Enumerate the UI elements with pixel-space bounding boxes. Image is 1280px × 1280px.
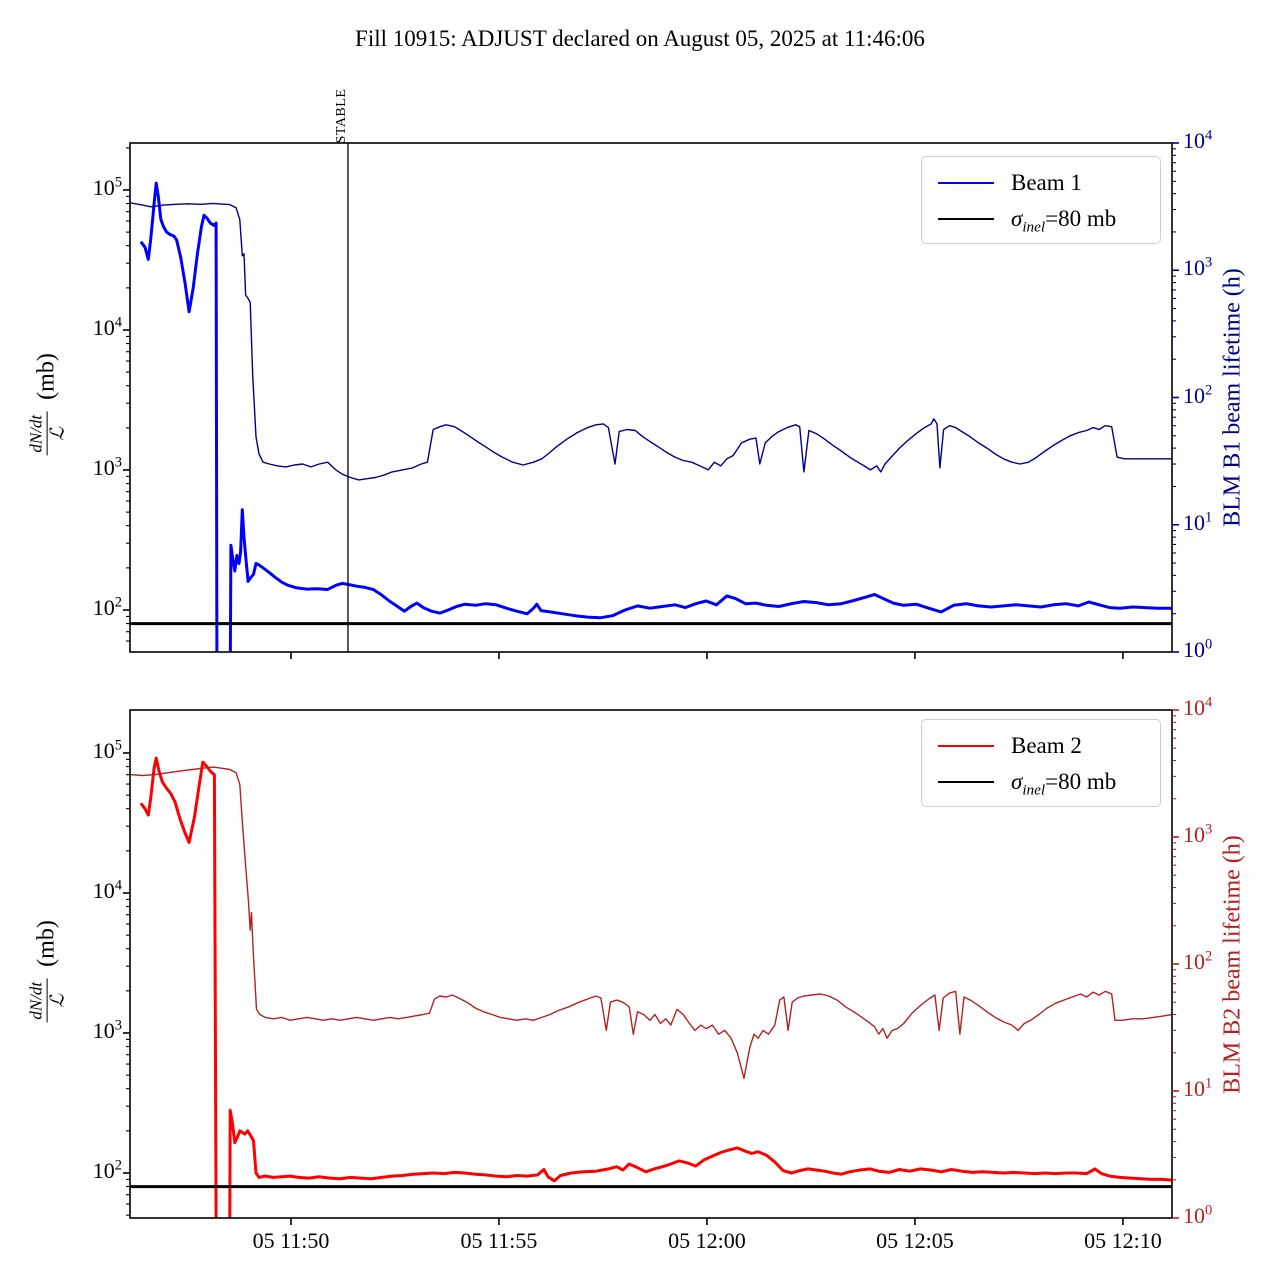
x-tick-label: 05 12:05 bbox=[876, 1228, 954, 1253]
beam2-line-swatch bbox=[938, 745, 994, 747]
y-tick-label-right: 101 bbox=[1183, 509, 1213, 535]
y-tick-label-right: 101 bbox=[1183, 1075, 1213, 1101]
legend-item-beam1: Beam 1 bbox=[938, 165, 1160, 201]
y-tick-label-right: 104 bbox=[1183, 127, 1213, 153]
y-tick-label-right: 103 bbox=[1183, 821, 1213, 847]
y-tick-label-left: 104 bbox=[92, 877, 122, 903]
y-tick-label-left: 105 bbox=[92, 174, 122, 200]
legend-label: Beam 1 bbox=[1011, 170, 1082, 195]
legend-label: Beam 2 bbox=[1011, 733, 1082, 758]
beam1-panel-curves bbox=[130, 181, 1172, 652]
y-tick-label-left: 105 bbox=[92, 737, 122, 763]
legend-item-sigma: σinel=80 mb bbox=[938, 201, 1160, 237]
legend-item-beam2: Beam 2 bbox=[938, 728, 1160, 764]
sigma-line-swatch bbox=[938, 218, 994, 220]
y-axis-label-bottom-right: BLM B2 beam lifetime (h) bbox=[1219, 835, 1246, 1094]
legend-label: σinel=80 mb bbox=[1011, 206, 1117, 236]
x-tick-label: 05 12:10 bbox=[1084, 1228, 1162, 1253]
beam1-line-swatch bbox=[938, 182, 994, 184]
blm-b1-beam-lifetime-curve bbox=[130, 202, 1172, 481]
y-tick-label-right: 102 bbox=[1183, 382, 1213, 408]
legend-beam2: Beam 2 σinel=80 mb bbox=[921, 719, 1161, 807]
blm-b2-beam-lifetime-curve bbox=[130, 766, 1172, 1080]
legend-beam1: Beam 1 σinel=80 mb bbox=[921, 156, 1161, 244]
y-tick-label-left: 104 bbox=[92, 314, 122, 340]
x-tick-label: 05 11:55 bbox=[460, 1228, 538, 1253]
beam-2-curve bbox=[140, 756, 1172, 1218]
y-tick-label-left: 103 bbox=[92, 1017, 122, 1043]
y-tick-label-right: 100 bbox=[1183, 1202, 1213, 1228]
y-axis-label-top-right: BLM B1 beam lifetime (h) bbox=[1219, 268, 1246, 527]
y-tick-label-right: 103 bbox=[1183, 254, 1213, 281]
figure-title: Fill 10915: ADJUST declared on August 05… bbox=[355, 26, 925, 51]
y-tick-label-right: 104 bbox=[1183, 694, 1213, 720]
beam-1-curve bbox=[140, 181, 1172, 652]
y-tick-label-left: 103 bbox=[92, 454, 122, 480]
legend-label: σinel=80 mb bbox=[1011, 769, 1117, 799]
fraction-dndt-over-lumi: dN/dt ℒ bbox=[27, 411, 68, 456]
stable-annotation: STABLE bbox=[334, 88, 349, 144]
y-tick-label-left: 102 bbox=[92, 594, 122, 620]
sigma-line-swatch bbox=[938, 781, 994, 783]
legend-item-sigma: σinel=80 mb bbox=[938, 764, 1160, 800]
y-tick-label-left: 102 bbox=[92, 1157, 122, 1183]
fraction-dndt-over-lumi: dN/dt ℒ bbox=[27, 978, 68, 1023]
x-tick-label: 05 11:50 bbox=[252, 1228, 330, 1253]
beam2-panel-curves bbox=[130, 756, 1172, 1218]
x-tick-label: 05 12:00 bbox=[668, 1228, 746, 1253]
y-tick-label-right: 102 bbox=[1183, 948, 1213, 974]
y-tick-label-right: 100 bbox=[1183, 636, 1213, 662]
